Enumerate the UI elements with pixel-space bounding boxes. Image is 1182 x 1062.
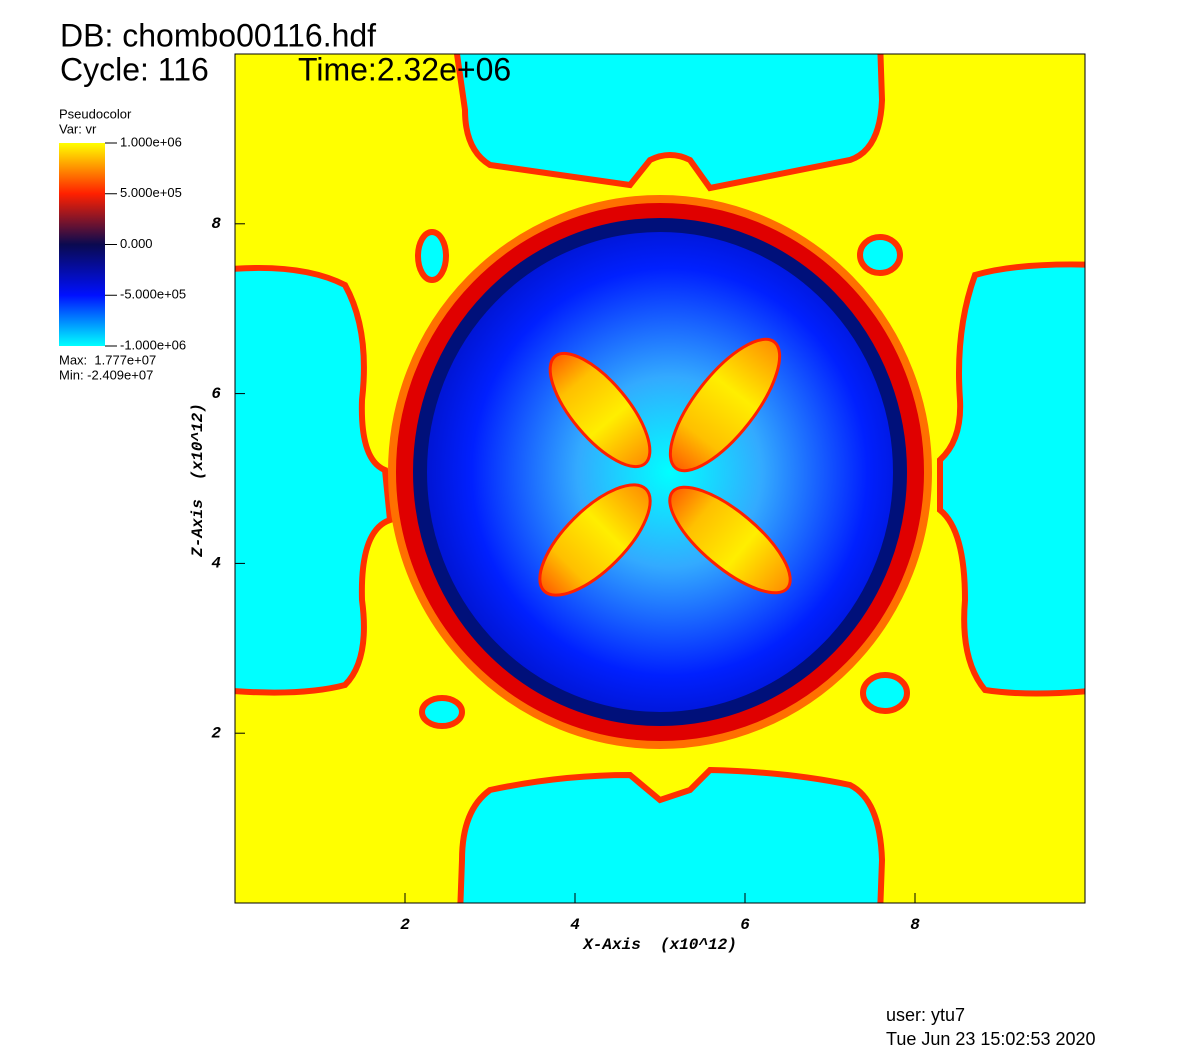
time: Time:2.32e+06 — [298, 51, 511, 87]
y-axis-label: Z-Axis (x10^12) — [189, 403, 207, 558]
user: user: ytu7 — [886, 1005, 965, 1025]
cycle: Cycle: 116 — [60, 51, 209, 87]
legend-max: Max: 1.777e+07 — [59, 352, 156, 367]
legend-tick-label: 1.000e+06 — [120, 134, 182, 149]
legend-min: Min: -2.409e+07 — [59, 367, 153, 382]
x-tick-label: 2 — [400, 916, 410, 934]
legend-tick-label: -1.000e+06 — [120, 337, 186, 352]
x-tick-label: 8 — [910, 916, 920, 934]
y-tick-label: 4 — [211, 555, 221, 573]
x-tick-label: 4 — [570, 916, 580, 934]
legend-tick-label: 5.000e+05 — [120, 185, 182, 200]
date: Tue Jun 23 15:02:53 2020 — [886, 1029, 1096, 1049]
x-axis-label: X-Axis (x10^12) — [582, 936, 737, 954]
y-tick-label: 8 — [211, 215, 221, 233]
legend-tick-label: 0.000 — [120, 236, 153, 251]
field — [235, 54, 1085, 903]
legend-tick-label: -5.000e+05 — [120, 287, 186, 302]
colorbar — [59, 143, 105, 346]
y-tick-label: 6 — [211, 385, 221, 403]
legend-variable: Var: vr — [59, 121, 97, 136]
x-tick-label: 6 — [740, 916, 750, 934]
legend-title: Pseudocolor — [59, 106, 132, 121]
plot-frame — [234, 53, 1086, 904]
y-tick-label: 2 — [211, 724, 221, 742]
title: DB: chombo00116.hdf — [60, 17, 376, 53]
